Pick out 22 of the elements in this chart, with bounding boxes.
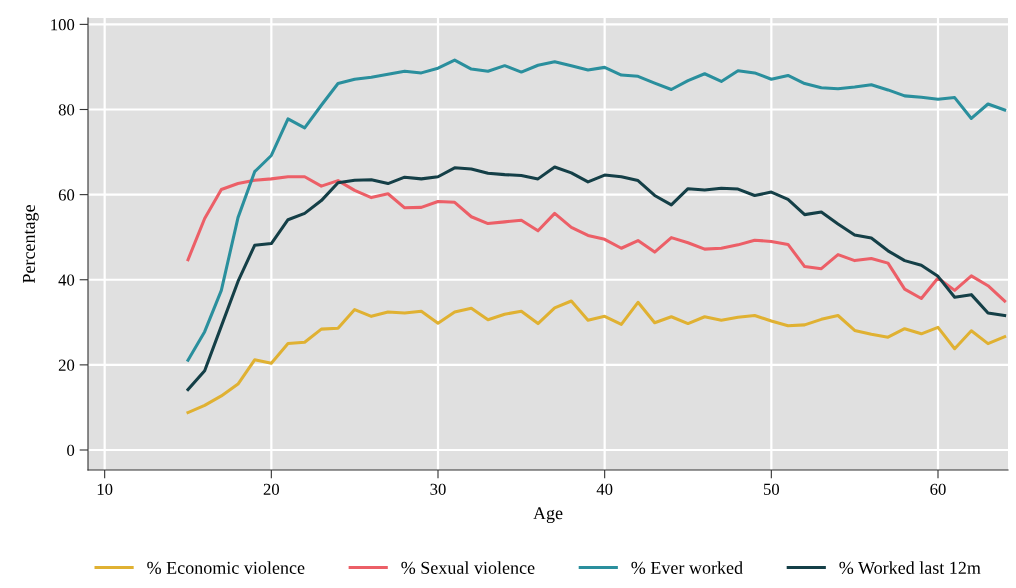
legend-label: % Sexual violence — [401, 561, 535, 575]
legend-label: % Worked last 12m — [839, 561, 981, 575]
x-tick-label: 60 — [930, 483, 946, 495]
x-tick-label: 20 — [263, 483, 280, 495]
y-tick-label: 20 — [58, 359, 75, 371]
line-series — [186, 175, 1007, 303]
y-tick-label: 40 — [58, 274, 75, 286]
line-series — [186, 165, 1007, 392]
y-tick-label: 0 — [67, 444, 75, 456]
x-tick-label: 10 — [97, 483, 113, 495]
x-tick-label: 30 — [430, 483, 446, 495]
line-series — [186, 58, 1007, 362]
y-tick-label: 60 — [58, 189, 75, 201]
x-tick-label: 50 — [763, 483, 780, 495]
legend-label: % Ever worked — [631, 561, 743, 575]
line-series — [186, 299, 1007, 415]
y-tick-label: 100 — [51, 19, 75, 31]
y-tick-label: 80 — [58, 104, 75, 116]
y-axis-title: Percentage — [22, 205, 39, 284]
x-axis-title: Age — [533, 507, 563, 524]
x-tick-label: 40 — [596, 483, 613, 495]
legend-label: % Economic violence — [147, 561, 305, 575]
